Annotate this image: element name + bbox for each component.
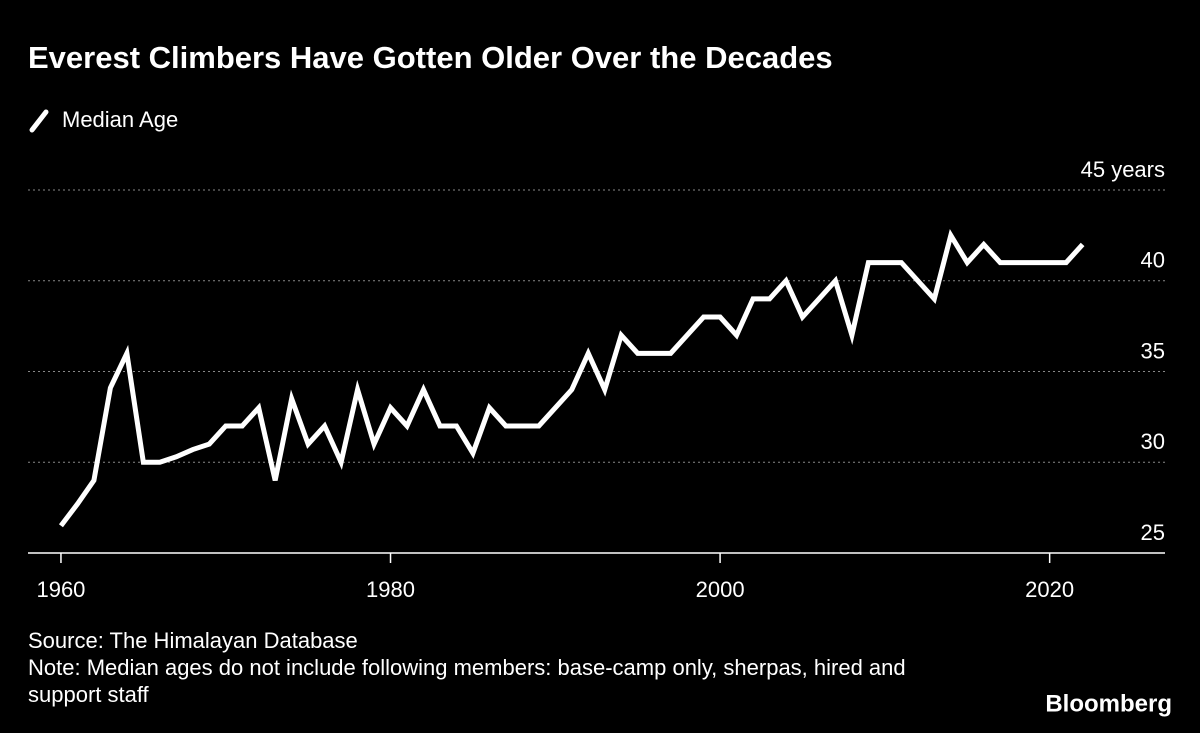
y-tick-label: 30 — [1141, 429, 1165, 454]
x-tick-label: 2000 — [696, 577, 745, 602]
legend-label: Median Age — [62, 107, 178, 132]
y-tick-label: 45 years — [1081, 157, 1165, 182]
legend-icon — [29, 109, 49, 133]
brand: Bloomberg — [1045, 690, 1172, 717]
x-tick-label: 1980 — [366, 577, 415, 602]
y-tick-label: 25 — [1141, 520, 1165, 545]
x-tick-label: 1960 — [36, 577, 85, 602]
source: Source: The Himalayan Database — [28, 628, 358, 653]
y-tick-label: 35 — [1141, 338, 1165, 363]
note: Note: Median ages do not include followi… — [28, 655, 906, 707]
y-tick-label: 40 — [1141, 248, 1165, 273]
chart-title: Everest Climbers Have Gotten Older Over … — [28, 40, 833, 75]
x-tick-label: 2020 — [1025, 577, 1074, 602]
data-line — [58, 229, 1085, 528]
